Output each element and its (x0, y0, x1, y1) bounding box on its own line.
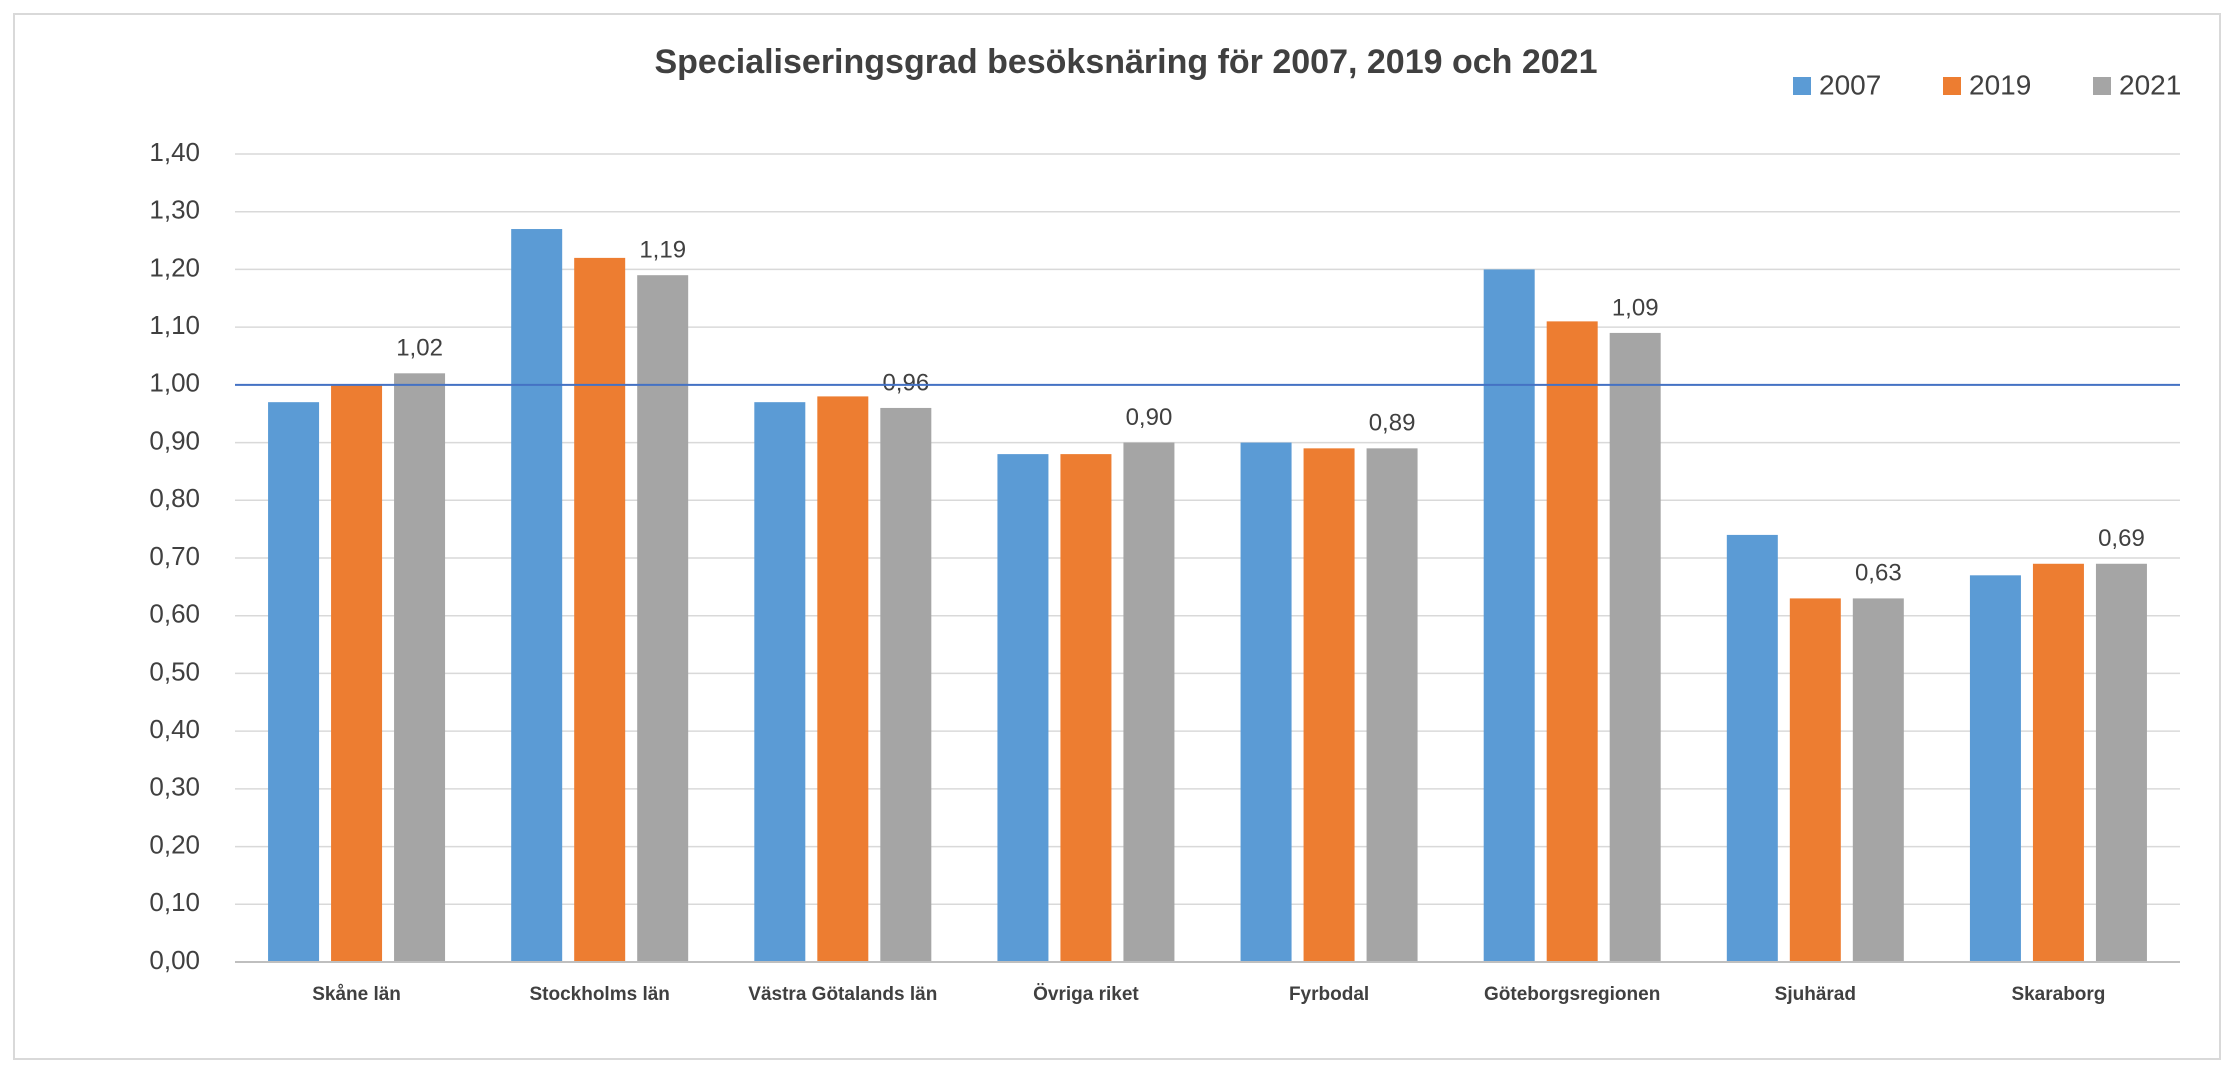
y-tick-label: 0,50 (149, 656, 200, 686)
legend-swatch (2093, 77, 2111, 95)
bar (574, 257, 626, 962)
data-label: 0,89 (1369, 410, 1416, 437)
bar (2032, 563, 2084, 962)
data-label: 0,63 (1855, 560, 1902, 587)
x-tick-label: Skaraborg (2011, 984, 2105, 1005)
data-label: 1,02 (396, 335, 443, 362)
legend-swatch (1943, 77, 1961, 95)
y-tick-label: 0,60 (149, 599, 200, 629)
y-tick-label: 0,00 (149, 945, 200, 975)
bar (817, 396, 869, 962)
data-label: 0,96 (882, 369, 929, 396)
bar (880, 407, 932, 962)
x-tick-label: Stockholms län (529, 984, 669, 1005)
y-tick-label: 0,80 (149, 483, 200, 513)
data-label: 0,90 (1126, 404, 1173, 431)
x-tick-label: Sjuhärad (1775, 984, 1856, 1005)
bar (1852, 598, 1904, 962)
bar (1303, 448, 1355, 962)
bar (1969, 575, 2021, 962)
legend-label: 2021 (2119, 69, 2181, 100)
bar (1240, 442, 1292, 963)
y-tick-label: 0,40 (149, 714, 200, 744)
bar (637, 275, 689, 962)
bar (511, 229, 563, 962)
bar (1060, 454, 1112, 962)
y-tick-label: 1,00 (149, 368, 200, 398)
bar (2095, 563, 2147, 962)
bar (1609, 332, 1661, 962)
y-tick-label: 0,10 (149, 887, 200, 917)
data-label: 1,19 (639, 237, 686, 264)
bar (331, 384, 383, 962)
bar (394, 373, 446, 962)
legend-swatch (1793, 77, 1811, 95)
data-label: 1,09 (1612, 294, 1659, 321)
y-tick-label: 1,30 (149, 195, 200, 225)
bar (1726, 534, 1778, 962)
x-tick-label: Övriga riket (1033, 984, 1139, 1005)
bar (1789, 598, 1841, 962)
x-tick-label: Västra Götalands län (748, 984, 937, 1005)
legend-label: 2007 (1819, 69, 1881, 100)
bar (1546, 321, 1598, 962)
bar (1123, 442, 1175, 963)
bar (997, 454, 1049, 962)
bar (1483, 269, 1535, 962)
y-tick-label: 1,10 (149, 310, 200, 340)
y-tick-label: 0,90 (149, 425, 200, 455)
bar (754, 402, 806, 963)
x-tick-label: Göteborgsregionen (1484, 984, 1660, 1005)
y-tick-label: 0,20 (149, 829, 200, 859)
y-tick-label: 1,40 (149, 137, 200, 167)
data-label: 0,69 (2098, 525, 2145, 552)
chart-title: Specialiseringsgrad besöksnäring för 200… (654, 43, 1597, 81)
legend-label: 2019 (1969, 69, 2031, 100)
y-tick-label: 1,20 (149, 252, 200, 282)
y-tick-label: 0,30 (149, 772, 200, 802)
x-tick-label: Skåne län (312, 984, 401, 1005)
bar (1366, 448, 1418, 962)
y-tick-label: 0,70 (149, 541, 200, 571)
x-tick-label: Fyrbodal (1289, 984, 1369, 1005)
bar (268, 402, 320, 963)
